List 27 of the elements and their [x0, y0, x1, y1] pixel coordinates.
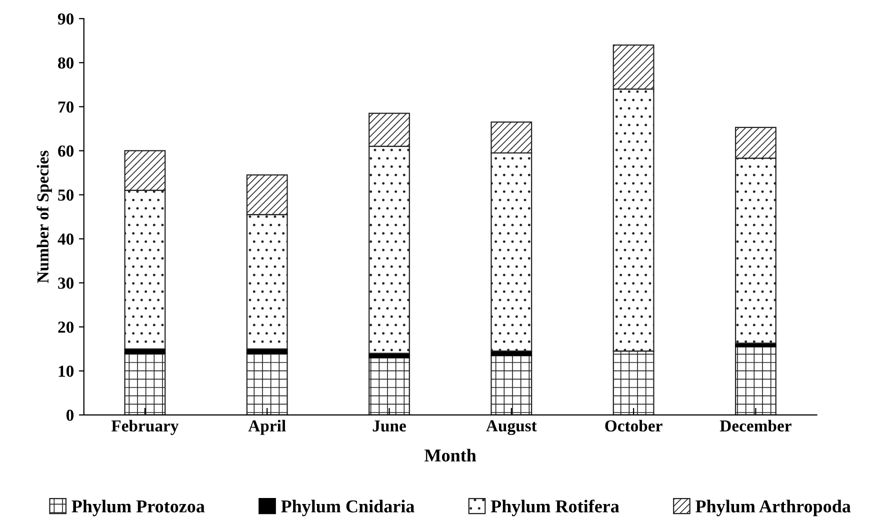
x-tick-label: October [605, 420, 662, 432]
y-tick-label: 20 [58, 322, 74, 333]
y-tick-label: 80 [58, 57, 74, 69]
bar [246, 352, 288, 415]
bar [368, 357, 410, 415]
bar [490, 354, 532, 415]
x-tick-label: August [486, 420, 537, 435]
bar [734, 346, 776, 415]
y-tick-label: 60 [58, 145, 74, 157]
y-axis-title: Number of Species [36, 150, 52, 283]
legend-label: Phylum Rotifera [490, 500, 620, 516]
x-tick-label: June [372, 420, 406, 432]
y-tick-label: 40 [58, 234, 74, 245]
y-tick-label: 70 [58, 101, 74, 113]
legend-label: Phylum Arthropoda [696, 500, 851, 516]
x-tick-label: December [720, 420, 792, 432]
y-tick-label: 90 [58, 13, 74, 25]
x-axis-title: Month [424, 448, 476, 462]
legend-label: Phylum Protozoa [72, 500, 205, 516]
x-tick-label: April [248, 420, 286, 435]
legend-label: Phylum Cnidaria [281, 500, 414, 516]
y-tick-label: 10 [58, 366, 74, 377]
x-tick-label: February [111, 420, 179, 435]
y-tick-label: 0 [66, 410, 74, 421]
y-tick-label: 30 [58, 278, 74, 289]
bar [124, 352, 166, 415]
y-tick-label: 50 [58, 189, 74, 201]
